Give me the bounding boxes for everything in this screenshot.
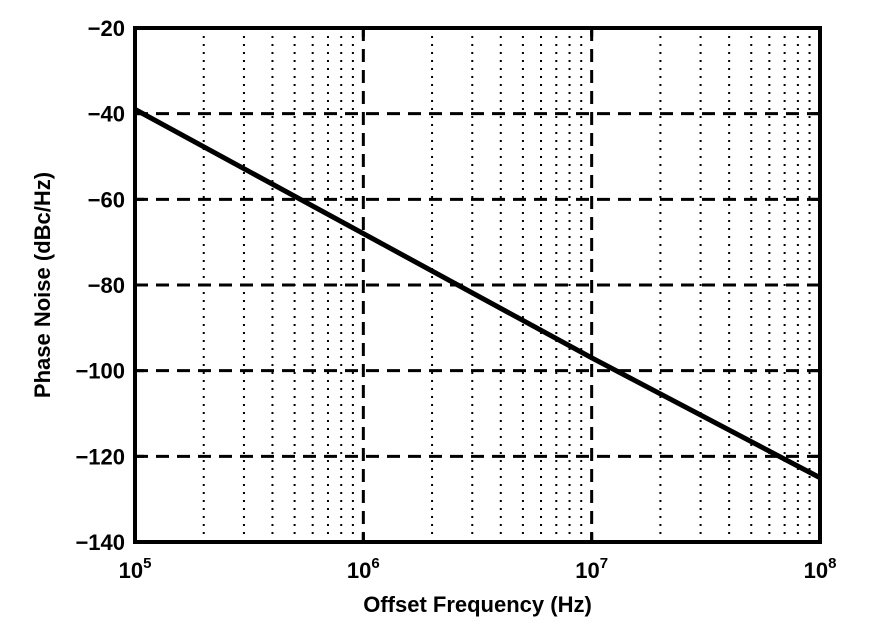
x-tick-base: 10 bbox=[119, 558, 143, 583]
x-axis-label: Offset Frequency (Hz) bbox=[363, 592, 592, 617]
x-tick-base: 10 bbox=[575, 558, 599, 583]
y-tick-label: −140 bbox=[75, 530, 125, 555]
tick-marks bbox=[133, 26, 822, 544]
grid bbox=[135, 28, 820, 542]
x-tick-base: 10 bbox=[347, 558, 371, 583]
y-tick-label: −20 bbox=[88, 16, 125, 41]
x-tick-exponent: 6 bbox=[371, 555, 379, 572]
x-tick-base: 10 bbox=[804, 558, 828, 583]
x-tick-label: 108 bbox=[804, 555, 837, 583]
x-tick-label: 105 bbox=[119, 555, 152, 583]
y-tick-label: −80 bbox=[88, 273, 125, 298]
x-tick-label: 107 bbox=[575, 555, 608, 583]
y-tick-label: −60 bbox=[88, 187, 125, 212]
series-line-0 bbox=[133, 107, 822, 480]
series-group bbox=[133, 107, 822, 480]
y-tick-labels: −20 −40 −60 −80 −100 −120 −140 bbox=[75, 16, 125, 555]
y-tick-label: −40 bbox=[88, 102, 125, 127]
x-tick-exponent: 7 bbox=[600, 555, 608, 572]
x-tick-exponent: 8 bbox=[828, 555, 836, 572]
x-tick-label: 106 bbox=[347, 555, 380, 583]
y-axis-label: Phase Noise (dBc/Hz) bbox=[30, 172, 55, 398]
y-tick-label: −100 bbox=[75, 359, 125, 384]
y-tick-label: −120 bbox=[75, 444, 125, 469]
x-tick-exponent: 5 bbox=[143, 555, 151, 572]
x-tick-labels: 105 106 107 108 bbox=[119, 555, 837, 583]
